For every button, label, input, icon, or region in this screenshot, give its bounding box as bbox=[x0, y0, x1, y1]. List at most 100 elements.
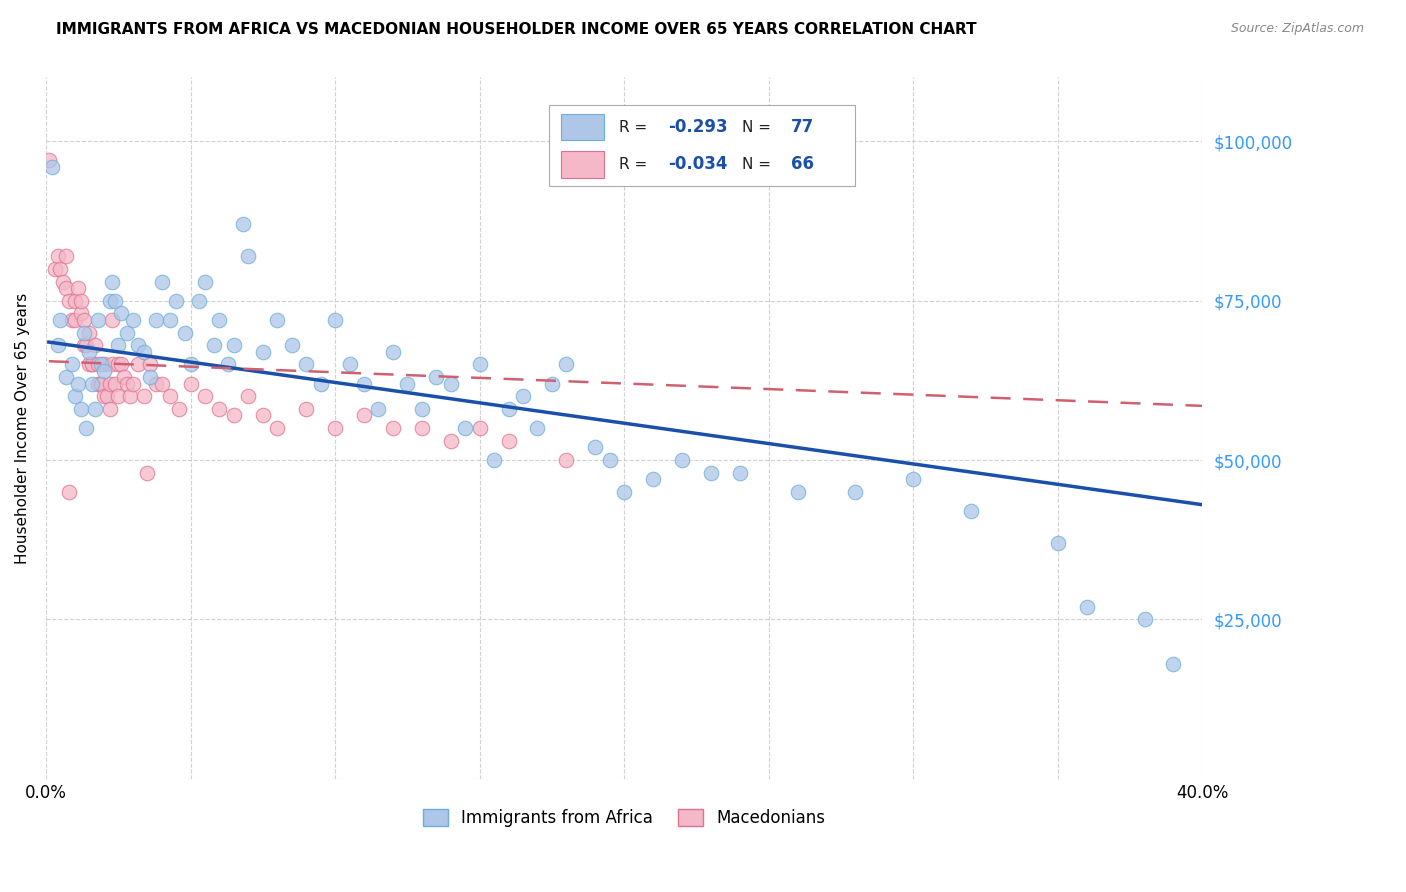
Point bbox=[101, 358, 124, 372]
Point bbox=[903, 472, 925, 486]
Point bbox=[222, 409, 245, 423]
Point bbox=[180, 358, 202, 372]
Point bbox=[323, 312, 346, 326]
Point bbox=[555, 453, 578, 467]
Point bbox=[44, 261, 66, 276]
Point bbox=[238, 389, 260, 403]
Point bbox=[107, 338, 129, 352]
Point bbox=[79, 326, 101, 340]
Point bbox=[90, 358, 112, 372]
Point bbox=[599, 453, 621, 467]
Point bbox=[84, 402, 107, 417]
Point bbox=[69, 306, 91, 320]
Point bbox=[55, 281, 77, 295]
Point bbox=[72, 338, 94, 352]
Point bbox=[159, 312, 181, 326]
Point bbox=[728, 466, 751, 480]
Point bbox=[115, 376, 138, 391]
Point bbox=[127, 338, 149, 352]
Point bbox=[960, 504, 983, 518]
Point bbox=[49, 261, 72, 276]
Point bbox=[60, 358, 83, 372]
Point bbox=[323, 421, 346, 435]
Point bbox=[468, 358, 491, 372]
Point bbox=[498, 434, 520, 448]
Point bbox=[468, 421, 491, 435]
Point bbox=[66, 376, 89, 391]
Point bbox=[440, 376, 463, 391]
Point bbox=[217, 358, 239, 372]
Point bbox=[115, 326, 138, 340]
Point bbox=[104, 293, 127, 308]
Point bbox=[700, 466, 723, 480]
Point bbox=[139, 358, 162, 372]
Point bbox=[367, 402, 389, 417]
Point bbox=[222, 338, 245, 352]
Point bbox=[38, 153, 60, 168]
Point bbox=[353, 409, 375, 423]
Point bbox=[786, 485, 808, 500]
Point bbox=[118, 389, 141, 403]
Point bbox=[52, 275, 75, 289]
Point bbox=[46, 249, 69, 263]
Point bbox=[101, 312, 124, 326]
Point bbox=[69, 402, 91, 417]
Point bbox=[112, 370, 135, 384]
Point bbox=[202, 338, 225, 352]
Point bbox=[110, 306, 132, 320]
Point bbox=[63, 389, 86, 403]
Point bbox=[82, 358, 104, 372]
Point bbox=[173, 326, 195, 340]
Point bbox=[280, 338, 302, 352]
Point bbox=[49, 312, 72, 326]
Point bbox=[121, 312, 143, 326]
Point bbox=[41, 160, 63, 174]
Point bbox=[150, 275, 173, 289]
Point bbox=[79, 358, 101, 372]
Point bbox=[266, 312, 288, 326]
Point bbox=[90, 376, 112, 391]
Point bbox=[150, 376, 173, 391]
Point bbox=[541, 376, 564, 391]
Point bbox=[208, 402, 231, 417]
Point bbox=[134, 344, 156, 359]
Point bbox=[98, 293, 121, 308]
Point bbox=[208, 312, 231, 326]
Point bbox=[79, 344, 101, 359]
Point bbox=[75, 338, 97, 352]
Text: Source: ZipAtlas.com: Source: ZipAtlas.com bbox=[1230, 22, 1364, 36]
Point bbox=[339, 358, 361, 372]
Point bbox=[188, 293, 211, 308]
Point bbox=[60, 312, 83, 326]
Point bbox=[72, 312, 94, 326]
Point bbox=[165, 293, 187, 308]
Point bbox=[482, 453, 505, 467]
Point bbox=[396, 376, 419, 391]
Point bbox=[159, 389, 181, 403]
Point bbox=[87, 358, 110, 372]
Point bbox=[93, 389, 115, 403]
Point bbox=[107, 358, 129, 372]
Point bbox=[69, 293, 91, 308]
Point bbox=[381, 421, 404, 435]
Point bbox=[454, 421, 477, 435]
Point bbox=[127, 358, 149, 372]
Point bbox=[194, 389, 217, 403]
Point bbox=[1046, 536, 1069, 550]
Point bbox=[309, 376, 332, 391]
Point bbox=[1163, 657, 1185, 672]
Point bbox=[266, 421, 288, 435]
Point bbox=[180, 376, 202, 391]
Point bbox=[101, 275, 124, 289]
Point bbox=[63, 293, 86, 308]
Point bbox=[66, 281, 89, 295]
Point bbox=[526, 421, 548, 435]
Point bbox=[55, 249, 77, 263]
Point bbox=[232, 217, 254, 231]
Point bbox=[98, 376, 121, 391]
Text: IMMIGRANTS FROM AFRICA VS MACEDONIAN HOUSEHOLDER INCOME OVER 65 YEARS CORRELATIO: IMMIGRANTS FROM AFRICA VS MACEDONIAN HOU… bbox=[56, 22, 977, 37]
Point bbox=[641, 472, 664, 486]
Point bbox=[353, 376, 375, 391]
Point bbox=[82, 358, 104, 372]
Point bbox=[194, 275, 217, 289]
